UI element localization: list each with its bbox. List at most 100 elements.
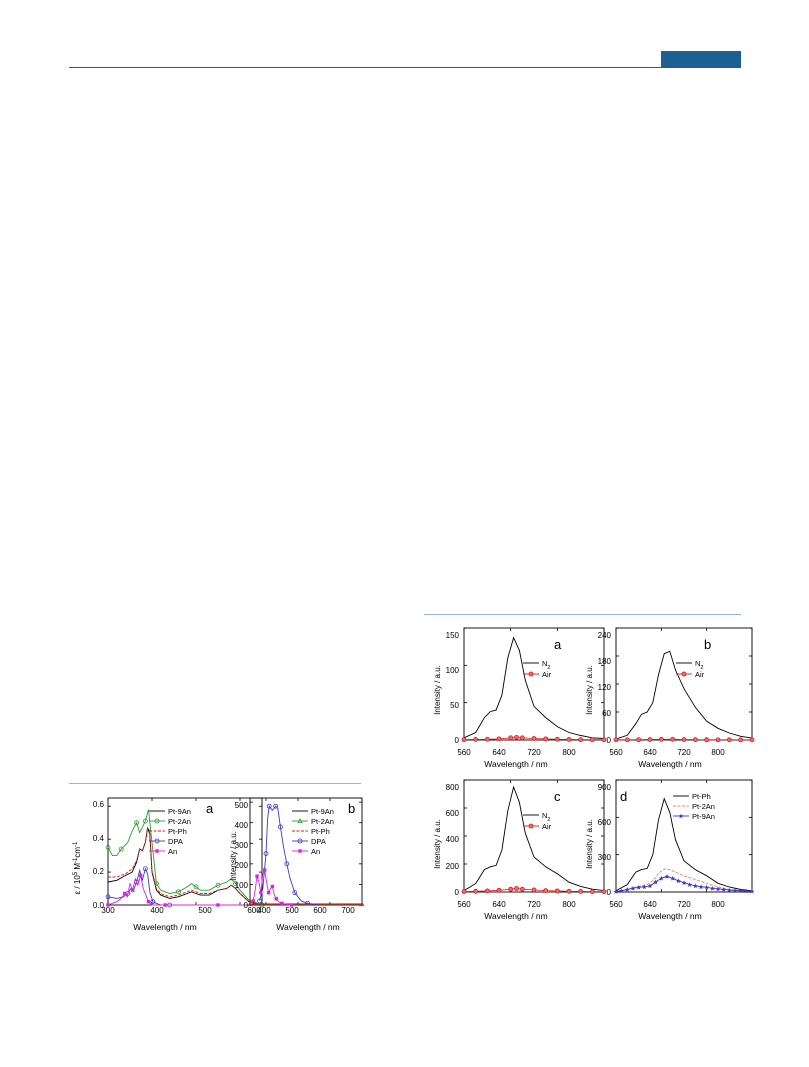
data-point xyxy=(698,884,704,890)
data-point xyxy=(255,874,259,878)
data-point xyxy=(519,735,525,741)
x-tick-label: 600 xyxy=(247,906,261,915)
y-axis-label: Intensity / a.u. xyxy=(585,665,594,715)
y-tick-label: 600 xyxy=(598,818,612,827)
data-point xyxy=(675,878,681,884)
x-axis-label: Wavelength / nm xyxy=(484,911,547,921)
data-point xyxy=(578,889,584,894)
legend-label: An xyxy=(168,847,177,856)
legend-label: Pt-9An xyxy=(311,807,334,816)
data-point xyxy=(670,875,676,881)
data-point xyxy=(681,737,687,742)
data-point xyxy=(118,846,124,852)
data-point xyxy=(630,885,636,891)
data-point xyxy=(134,820,139,826)
data-point xyxy=(263,868,267,872)
data-point xyxy=(670,736,676,742)
data-point xyxy=(138,873,143,878)
data-point xyxy=(743,888,749,894)
x-tick-label: 300 xyxy=(101,906,115,915)
x-tick-label: 720 xyxy=(527,748,541,757)
right-chart-a: a Intensity / a.u. Wavelength / nm 560 6… xyxy=(433,627,607,769)
x-axis-label: Wavelength / nm xyxy=(484,759,547,769)
data-point xyxy=(578,737,584,743)
data-point xyxy=(176,889,181,895)
data-point xyxy=(278,824,283,830)
data-point xyxy=(566,737,572,742)
series-line xyxy=(107,867,170,906)
legend-marker xyxy=(297,838,303,844)
legend-label: Pt-2An xyxy=(168,817,191,826)
data-point xyxy=(554,888,560,894)
x-tick-label: 560 xyxy=(609,900,623,909)
y-tick-label: 0 xyxy=(455,736,460,745)
data-point xyxy=(292,890,298,896)
legend-marker xyxy=(155,849,159,853)
legend-label: Pt-9An xyxy=(168,807,191,816)
data-point xyxy=(647,737,653,742)
legend-marker xyxy=(154,838,160,844)
y-tick-label: 300 xyxy=(235,841,249,850)
left-chart-a: a ε / 105 M-1cm-1 Wavelength / nm 300 40… xyxy=(73,797,265,932)
x-tick-label: 400 xyxy=(257,906,271,915)
data-point xyxy=(704,884,710,890)
data-point xyxy=(150,899,156,905)
data-point xyxy=(105,844,111,850)
x-axis-label: Wavelength / nm xyxy=(133,922,196,932)
left-figure-separator xyxy=(69,783,361,784)
series-line xyxy=(259,805,318,905)
data-point xyxy=(647,883,653,889)
y-tick-label: 200 xyxy=(235,861,249,870)
legend-label: N2 xyxy=(542,659,550,671)
data-point xyxy=(461,889,467,894)
data-point xyxy=(732,888,738,893)
data-point xyxy=(508,735,514,741)
data-point xyxy=(726,737,732,743)
data-point xyxy=(105,894,111,900)
data-point xyxy=(531,887,537,893)
data-point xyxy=(473,888,479,894)
data-point xyxy=(721,887,727,892)
data-point xyxy=(543,736,549,742)
x-tick-label: 720 xyxy=(527,900,541,909)
legend-marker xyxy=(297,818,303,823)
data-point xyxy=(514,734,519,740)
legend-label: Air xyxy=(542,670,552,679)
legend-label: DPA xyxy=(311,837,326,846)
x-tick-label: 640 xyxy=(643,748,657,757)
data-point xyxy=(566,888,572,894)
right-chart-b: b Intensity / a.u. Wavelength / nm 560 6… xyxy=(585,627,755,769)
data-point xyxy=(484,888,490,894)
series-line xyxy=(615,650,753,740)
y-tick-label: 150 xyxy=(446,631,460,640)
data-point xyxy=(163,903,167,907)
panel-letter: a xyxy=(554,637,562,652)
x-tick-label: 560 xyxy=(457,748,471,757)
y-tick-label: 400 xyxy=(235,821,249,830)
data-point xyxy=(251,899,255,903)
header-accent-tab xyxy=(661,51,741,67)
data-point xyxy=(215,882,221,888)
data-point xyxy=(687,882,693,887)
y-axis-label: Intensity / a.u. xyxy=(585,819,594,869)
legend-label: Air xyxy=(695,670,705,679)
x-tick-label: 640 xyxy=(643,900,657,909)
data-point xyxy=(715,737,721,743)
panel-letter: c xyxy=(554,789,561,804)
series-line xyxy=(463,636,605,739)
x-axis-label: Wavelength / nm xyxy=(638,911,701,921)
y-tick-label: 240 xyxy=(598,631,612,640)
data-point xyxy=(266,890,271,895)
y-tick-label: 100 xyxy=(446,666,460,675)
panel-letter: b xyxy=(704,637,711,652)
y-axis-label: Intensity / a.u. xyxy=(433,665,442,715)
data-point xyxy=(259,890,263,895)
data-point xyxy=(658,875,664,881)
y-tick-label: 300 xyxy=(598,853,612,862)
data-point xyxy=(496,736,502,742)
data-point xyxy=(624,887,630,892)
data-point xyxy=(636,737,642,743)
data-point xyxy=(601,889,607,895)
data-point xyxy=(496,887,502,893)
data-point xyxy=(749,737,755,743)
